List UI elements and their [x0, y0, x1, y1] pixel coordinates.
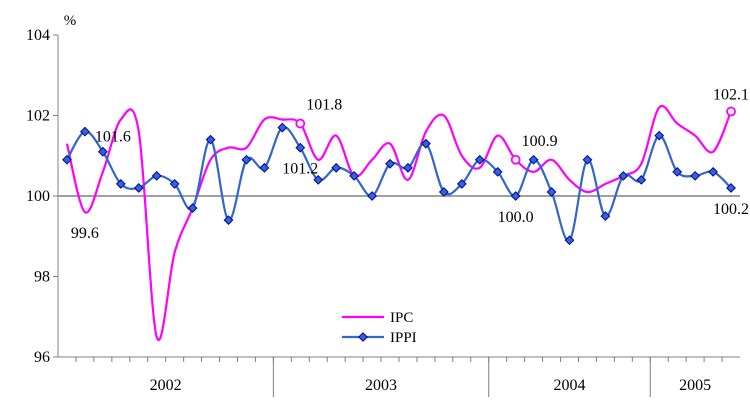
y-tick-label: 102	[26, 108, 50, 125]
ipc-series-line	[65, 104, 733, 341]
legend-ippi-marker	[358, 332, 368, 342]
ippi-point	[223, 215, 234, 226]
x-year-label: 2003	[365, 377, 397, 394]
legend-ippi-label: IPPI	[390, 330, 417, 346]
data-label: 100.9	[522, 133, 558, 150]
ippi-point	[295, 142, 306, 153]
ippi-point	[672, 166, 683, 177]
data-label: 100.0	[498, 209, 534, 226]
ippi-point	[690, 170, 701, 181]
ippi-point	[241, 154, 252, 165]
x-year-label: 2004	[554, 377, 586, 394]
ippi-point	[331, 162, 342, 173]
data-label: 102.1	[713, 86, 749, 103]
ippi-point	[277, 122, 288, 133]
ippi-point	[438, 187, 449, 197]
ippi-point	[367, 191, 377, 201]
ippi-point	[564, 235, 575, 246]
ipc-highlight-point	[295, 118, 306, 129]
ippi-point	[62, 154, 72, 165]
ippi-point	[528, 154, 539, 165]
ippi-point	[151, 170, 162, 181]
data-label: 99.6	[71, 225, 99, 242]
ippi-series-line	[66, 126, 732, 242]
ippi-point	[97, 146, 108, 157]
ippi-point	[169, 179, 180, 189]
ippi-point	[636, 174, 647, 185]
ippi-point	[421, 138, 431, 149]
ippi-point	[115, 179, 126, 189]
ippi-point	[708, 166, 718, 177]
ippi-point	[80, 126, 90, 137]
ippi-point	[403, 162, 413, 173]
ipc-highlight-point	[510, 154, 521, 165]
y-tick-label: 104	[26, 27, 50, 44]
data-label: 101.2	[282, 161, 318, 178]
ipc-highlight-point	[726, 106, 736, 117]
ippi-point	[313, 174, 324, 185]
legend-ipc-label: IPC	[390, 310, 413, 326]
ippi-point	[349, 170, 360, 181]
ippi-point	[205, 134, 216, 145]
ippi-point	[385, 158, 395, 169]
ippi-point	[187, 203, 198, 213]
ippi-point	[510, 191, 521, 201]
y-tick-label: 100	[26, 188, 50, 205]
y-tick-label: 96	[34, 349, 50, 366]
ippi-point	[474, 154, 485, 165]
x-year-label: 2005	[679, 377, 711, 394]
ippi-point	[726, 183, 736, 193]
x-year-label: 2002	[150, 377, 182, 394]
ippi-point	[654, 130, 665, 141]
ippi-point	[546, 187, 557, 197]
ippi-point	[582, 154, 593, 165]
ippi-point	[492, 166, 503, 177]
data-label: 101.6	[95, 129, 131, 146]
ippi-point	[600, 211, 611, 222]
y-axis-unit-label: %	[64, 13, 77, 29]
ippi-point	[133, 183, 144, 193]
ippi-point	[259, 162, 270, 173]
ippi-point	[618, 170, 629, 181]
data-label: 100.2	[713, 201, 749, 218]
data-label: 101.8	[306, 97, 342, 114]
ippi-point	[456, 179, 467, 189]
y-tick-label: 98	[34, 269, 50, 286]
